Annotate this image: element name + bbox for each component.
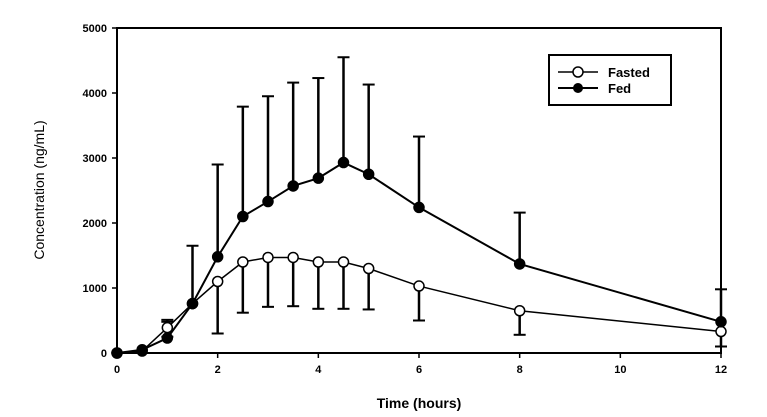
y-tick-label: 3000 <box>83 153 107 165</box>
y-axis-label: Concentration (ng/mL) <box>31 120 47 259</box>
y-tick-label: 0 <box>101 348 107 360</box>
fed-data-point <box>715 316 727 328</box>
fed-series-line <box>116 161 722 354</box>
x-tick-label: 2 <box>215 364 221 376</box>
fasted-data-point <box>362 262 375 275</box>
fasted-data-point <box>715 325 727 338</box>
legend-fasted-label: Fasted <box>608 65 650 80</box>
fasted-data-point <box>237 256 249 268</box>
y-tick-label: 2000 <box>83 218 107 230</box>
fasted-data-point <box>337 256 350 268</box>
x-tick-label: 4 <box>315 364 322 376</box>
legend-box <box>548 54 672 106</box>
fed-data-point <box>513 258 526 270</box>
y-tick-label: 4000 <box>83 88 107 100</box>
x-tick-label: 0 <box>114 364 120 376</box>
fasted-data-point <box>161 321 174 334</box>
fed-data-point <box>111 347 123 359</box>
y-tick-label: 5000 <box>83 23 107 35</box>
x-tick-label: 8 <box>517 364 523 376</box>
x-tick-label: 10 <box>614 364 626 376</box>
fasted-data-point <box>413 280 425 292</box>
x-axis-label: Time (hours) <box>377 395 462 411</box>
fed-data-point <box>287 180 299 192</box>
fasted-series-line <box>116 256 722 354</box>
x-tick-label: 6 <box>416 364 422 376</box>
fed-data-point <box>211 251 224 263</box>
fasted-data-point <box>211 275 224 288</box>
fed-data-point <box>186 297 199 310</box>
fasted-data-point <box>513 305 526 317</box>
fasted-data-point <box>262 251 274 264</box>
fed-data-point <box>337 156 350 169</box>
legend-fasted-marker <box>572 66 584 78</box>
x-tick-label: 12 <box>715 364 727 376</box>
fasted-data-point <box>312 256 325 268</box>
fed-data-point <box>413 201 425 214</box>
fasted-data-point <box>287 251 299 264</box>
fed-data-point <box>312 172 325 184</box>
y-tick-label: 1000 <box>83 283 107 295</box>
legend: Fasted Fed <box>548 54 672 106</box>
legend-fed-label: Fed <box>608 81 631 96</box>
legend-fed-marker <box>573 83 583 93</box>
fed-data-point <box>161 332 174 344</box>
fed-data-point <box>237 210 249 223</box>
fed-data-point <box>136 344 148 356</box>
fed-data-point <box>362 168 375 180</box>
fed-data-point <box>262 195 274 208</box>
